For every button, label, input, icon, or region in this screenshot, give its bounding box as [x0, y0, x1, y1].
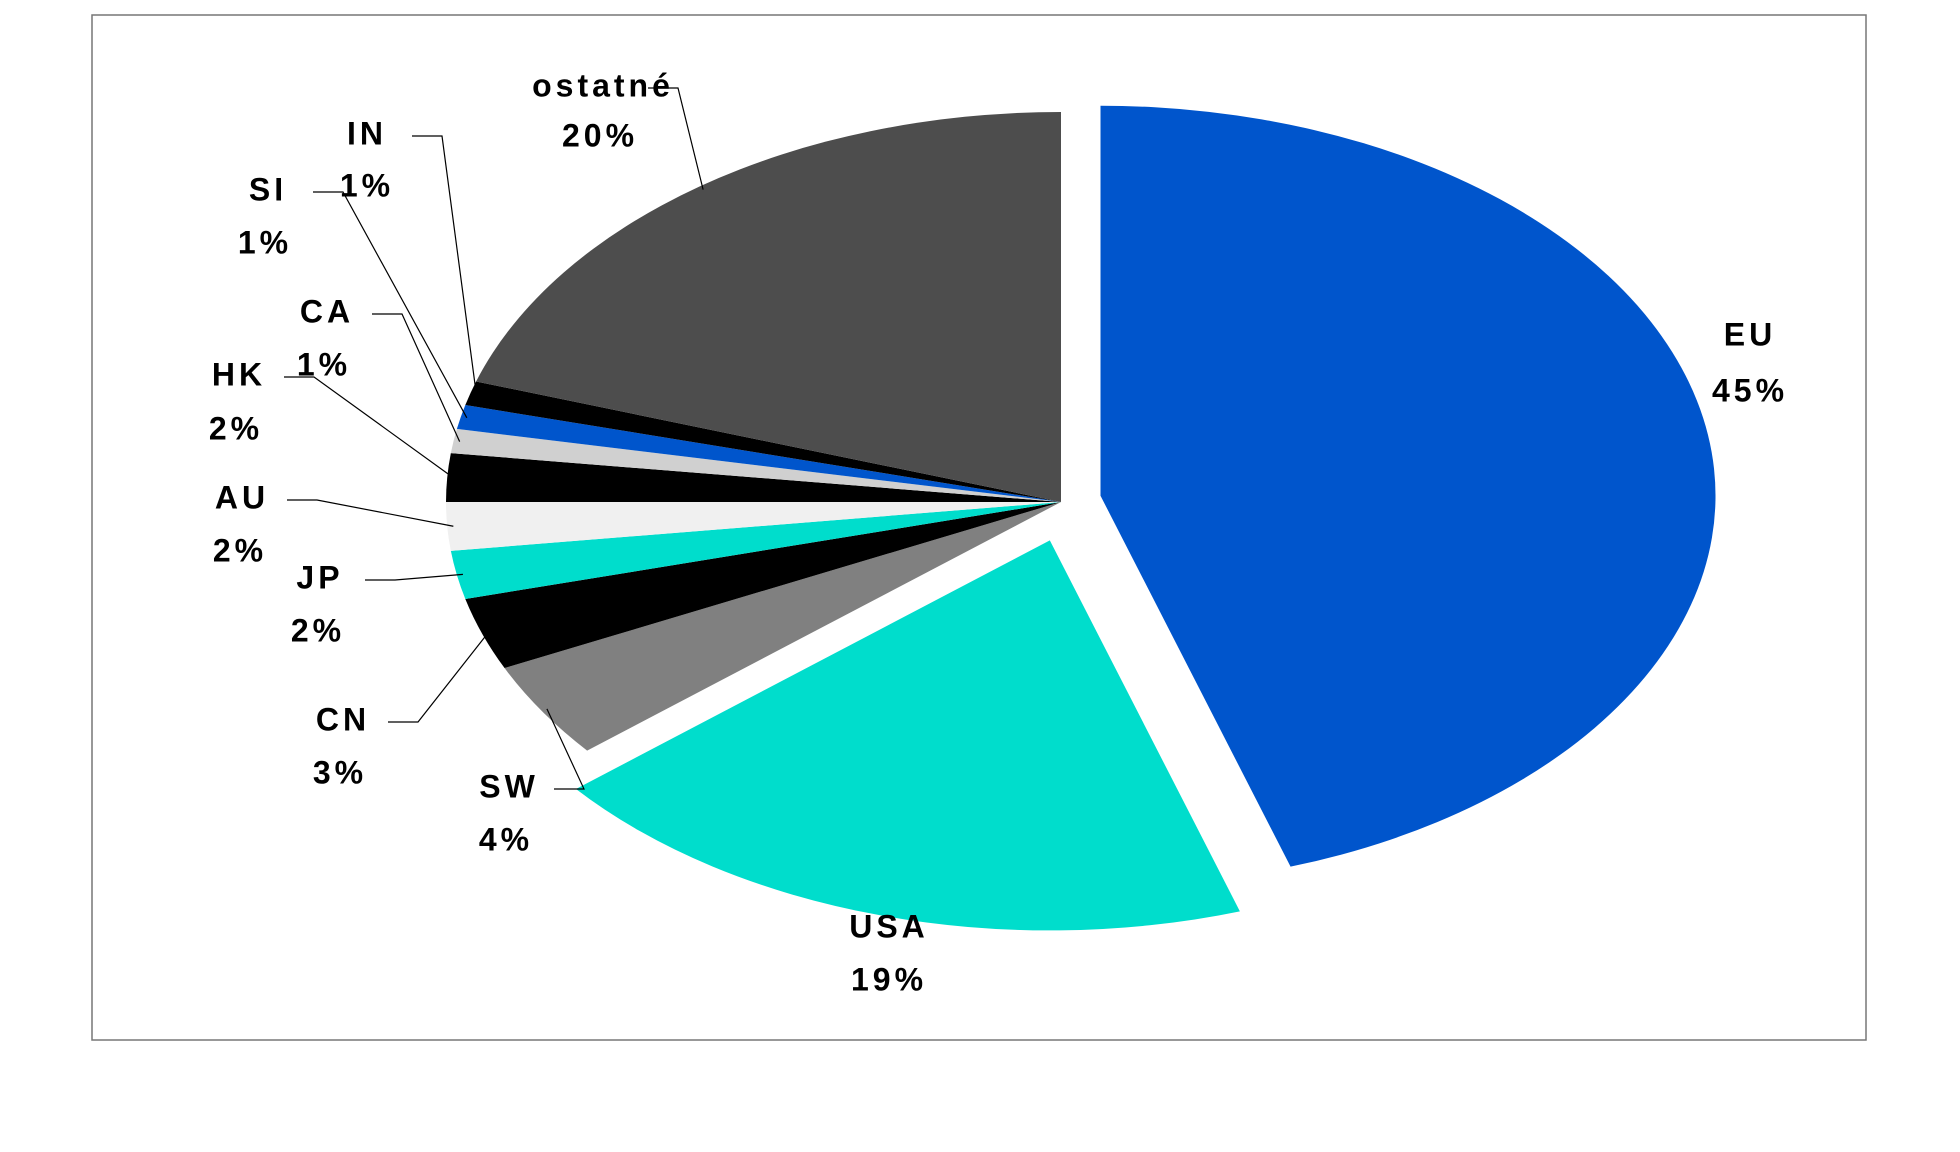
- slice-value-label: 2%: [213, 532, 267, 568]
- slice-label: SW: [479, 768, 539, 804]
- leader-line: [365, 573, 463, 581]
- slice-value-label: 3%: [313, 754, 367, 790]
- slice-value-label: 1%: [297, 346, 351, 382]
- pie-slice: [504, 502, 1061, 751]
- slice-value-label: 19%: [851, 961, 927, 997]
- slice-value-label: 2%: [291, 612, 345, 648]
- pie-slice: [465, 381, 1061, 502]
- slice-label: ostatné: [532, 67, 674, 103]
- slice-value-label: 4%: [479, 821, 533, 857]
- pie-slice: [465, 502, 1061, 669]
- pie-slice: [450, 502, 1061, 599]
- slice-value-label: 1%: [340, 167, 394, 203]
- pie-slice: [476, 112, 1062, 502]
- slice-label: IN: [347, 115, 387, 151]
- slice-value-label: 20%: [562, 117, 638, 153]
- leader-line: [287, 499, 454, 527]
- pie-slice: [446, 502, 1061, 551]
- slice-label: AU: [215, 479, 269, 515]
- slice-label: JP: [296, 559, 343, 595]
- pie-slice: [446, 453, 1061, 502]
- pie-slice: [1100, 105, 1716, 867]
- slice-label: CN: [316, 701, 370, 737]
- leader-line: [648, 87, 704, 190]
- slice-label: HK: [212, 356, 266, 392]
- leader-line: [388, 632, 489, 723]
- slice-label: USA: [849, 908, 929, 944]
- slice-label: SI: [249, 171, 287, 207]
- leader-line: [372, 313, 461, 442]
- slice-value-label: 2%: [209, 410, 263, 446]
- leader-line: [546, 708, 585, 790]
- leader-line: [284, 376, 454, 479]
- pie-slice: [575, 540, 1240, 931]
- slice-label: EU: [1724, 316, 1776, 352]
- slice-label: CA: [300, 293, 354, 329]
- slice-value-label: 1%: [238, 224, 292, 260]
- pie-slice: [450, 428, 1061, 502]
- pie-slice: [456, 405, 1062, 502]
- leader-line: [412, 135, 477, 395]
- slice-value-label: 45%: [1712, 372, 1788, 408]
- leader-line: [313, 191, 468, 419]
